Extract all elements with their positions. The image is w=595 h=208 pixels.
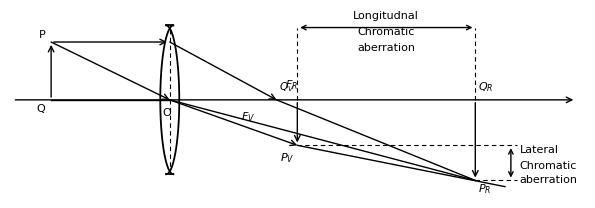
Text: Lateral: Lateral bbox=[520, 145, 559, 155]
Text: O: O bbox=[162, 108, 171, 118]
Text: $P_V$: $P_V$ bbox=[280, 151, 295, 165]
Text: $Q_{V}$: $Q_{V}$ bbox=[279, 80, 295, 94]
Text: aberration: aberration bbox=[520, 175, 578, 185]
Text: $P_R$: $P_R$ bbox=[478, 182, 491, 196]
Text: $F_R$: $F_R$ bbox=[286, 78, 299, 92]
Text: aberration: aberration bbox=[358, 43, 415, 53]
Text: P: P bbox=[39, 30, 45, 40]
Text: Longitudnal: Longitudnal bbox=[353, 11, 419, 21]
Text: Chromatic: Chromatic bbox=[520, 161, 577, 171]
Text: $F_V$: $F_V$ bbox=[241, 110, 255, 124]
Text: Chromatic: Chromatic bbox=[358, 27, 415, 37]
Text: $Q_R$: $Q_R$ bbox=[478, 80, 494, 94]
Text: Q: Q bbox=[36, 104, 45, 114]
